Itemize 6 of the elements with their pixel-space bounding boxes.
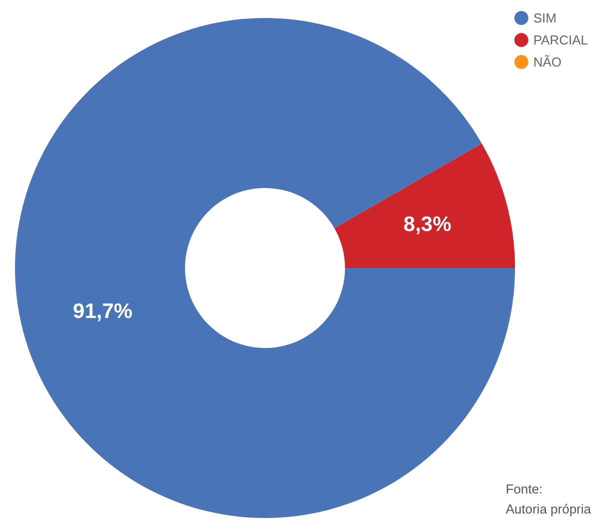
data-label: 8,3% (403, 213, 452, 236)
legend-label: SIM (533, 10, 556, 26)
legend-label: NÃO (533, 54, 562, 70)
legend-label: PARCIAL (533, 32, 588, 48)
data-label: 91,7% (72, 300, 133, 323)
source-note: Fonte: Autoria própria (506, 482, 592, 516)
